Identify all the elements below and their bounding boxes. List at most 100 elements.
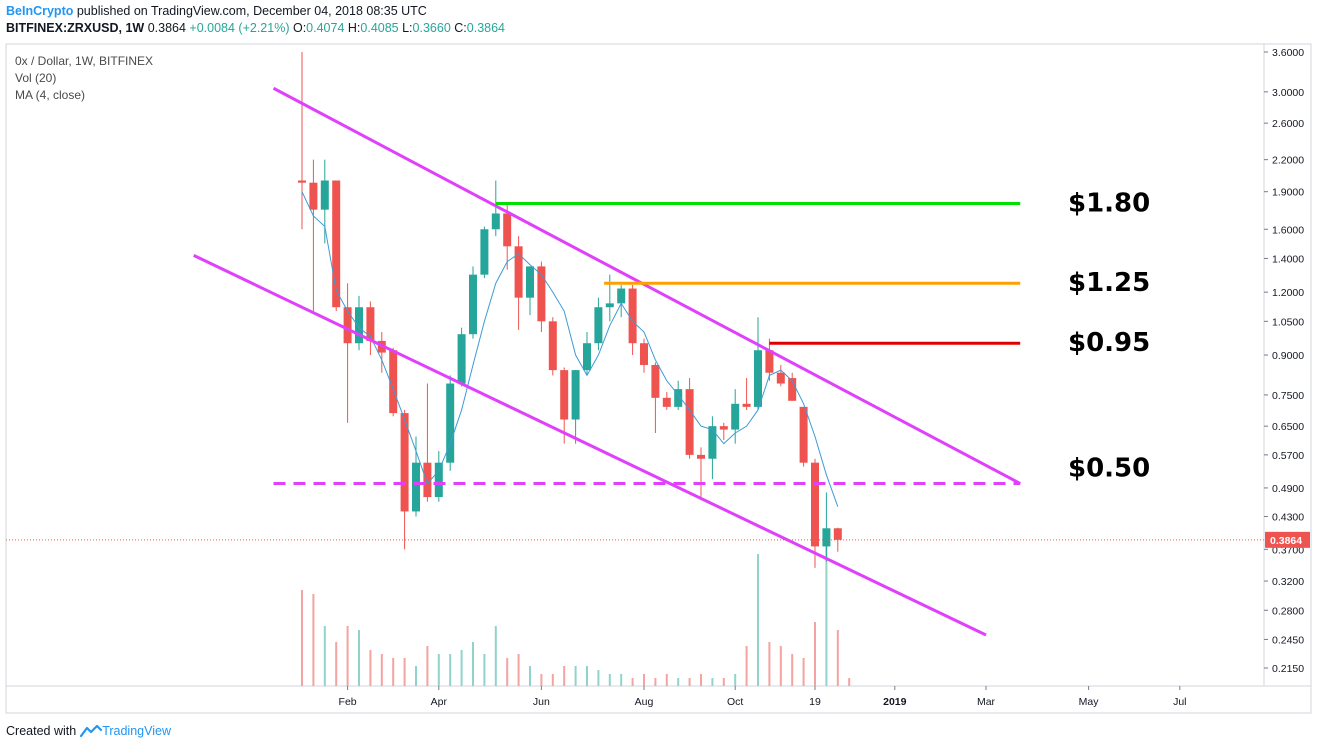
symbol-name: BITFINEX:ZRXUSD, 1W (6, 21, 145, 35)
candle-body (594, 307, 603, 344)
tradingview-link[interactable]: TradingView (80, 724, 171, 738)
candle-body (788, 378, 797, 401)
open-label: O: (292, 21, 307, 35)
volume-bar (631, 678, 634, 686)
y-tick-label: 0.3200 (1272, 576, 1304, 588)
volume-bar (301, 590, 303, 686)
candle (754, 317, 762, 410)
legend-ma[interactable]: MA (4, close) (15, 88, 86, 102)
candle (309, 159, 318, 312)
y-axis-ticks: 3.6000 3.0000 2.6000 2.2000 1.9000 1.6000 1.40… (1264, 47, 1304, 675)
candle (719, 422, 728, 441)
last-price-label: 0.3864 (1270, 535, 1302, 547)
tradingview-logo-icon (80, 724, 103, 738)
volume-bar (335, 642, 338, 686)
volume-bar (654, 678, 657, 686)
candle (389, 347, 398, 417)
y-tick-label: 0.4300 (1272, 511, 1304, 523)
last-price-tag (1265, 531, 1310, 548)
candle (491, 180, 500, 237)
candle (332, 180, 341, 312)
volume-bar (768, 642, 771, 686)
y-tick-label: 0.7500 (1272, 390, 1304, 402)
candle (640, 338, 648, 373)
candle (742, 378, 751, 410)
publish-header: BeInCrypto published on TradingView.com,… (6, 4, 427, 18)
x-tick-label: 19 (809, 696, 821, 708)
candle-body (833, 528, 842, 540)
brand-name[interactable]: BeInCrypto (6, 4, 74, 18)
high-label: H: (347, 21, 361, 35)
candle-body (548, 321, 557, 371)
candle (469, 266, 477, 339)
volume-bar (620, 674, 623, 686)
volume-bar (517, 654, 520, 686)
volume-bar (426, 646, 429, 686)
time-axis[interactable] (5, 685, 1312, 714)
volume-bar (779, 646, 782, 686)
legend-title[interactable]: 0x / Dollar, 1W, BITFINEX (15, 54, 154, 68)
x-tick-label: Jun (533, 696, 550, 708)
volume-bar (836, 630, 839, 686)
price-axis[interactable] (1263, 43, 1312, 687)
volume-bar (825, 534, 828, 686)
volume-bar (722, 678, 725, 686)
created-with-text: Created with (6, 724, 77, 738)
volume-bar (540, 674, 543, 686)
annotations-layer: $1.80 $1.25 $0.95 $0.50 (193, 86, 1150, 637)
close-label: C: (454, 21, 467, 35)
volume-bar (437, 654, 440, 686)
candle-body (628, 288, 637, 344)
candle-body (423, 462, 432, 498)
symbol-header: BITFINEX:ZRXUSD, 1W 0.3864 +0.0084 (+2.2… (6, 21, 505, 35)
y-tick-label: 1.2000 (1272, 287, 1304, 299)
volume-bar (734, 674, 737, 686)
candle-body (298, 180, 306, 183)
plot-area[interactable] (5, 43, 1265, 687)
candle-body (560, 370, 569, 420)
volume-bar (563, 666, 566, 686)
legend-volume[interactable]: Vol (20) (15, 71, 57, 85)
channel-upper-line (272, 86, 1021, 485)
candle (446, 375, 455, 471)
last-price: 0.3864 (147, 21, 186, 35)
candles-layer (298, 52, 842, 568)
candle (412, 436, 420, 517)
candle-body (640, 343, 648, 365)
candle (605, 274, 614, 322)
ma-layer (301, 191, 839, 507)
x-tick-label: Jul (1173, 696, 1186, 708)
candle-body (434, 462, 443, 498)
level-label: $0.95 (1068, 328, 1150, 358)
candle (776, 364, 785, 387)
tradingview-name: TradingView (102, 724, 171, 738)
x-tick-label: Feb (339, 696, 357, 708)
volume-bar (494, 626, 497, 686)
y-tick-label: 1.0500 (1272, 316, 1304, 328)
candle (811, 458, 819, 568)
level-label: $1.25 (1068, 268, 1150, 298)
volume-bar (415, 666, 417, 686)
candle (594, 297, 603, 351)
candle (457, 327, 466, 387)
candle (628, 284, 637, 356)
volume-bar (608, 674, 611, 686)
candle (571, 370, 580, 444)
x-tick-label: Aug (635, 696, 654, 708)
volume-bar (312, 594, 315, 686)
channel-lower-line (193, 253, 987, 637)
volume-bar (848, 678, 851, 686)
candle (526, 266, 534, 316)
y-tick-label: 0.4900 (1272, 483, 1304, 495)
candle (548, 317, 557, 376)
level-label: $1.80 (1068, 189, 1150, 219)
volume-bar (551, 674, 554, 686)
high-value: 0.4085 (360, 21, 399, 35)
chart-legend: 0x / Dollar, 1W, BITFINEX Vol (20) MA (4… (15, 53, 153, 104)
volume-bar (757, 554, 759, 686)
y-tick-label: 0.2150 (1272, 663, 1304, 675)
volume-bar (665, 674, 668, 686)
candle (617, 284, 626, 318)
candle (788, 372, 797, 401)
